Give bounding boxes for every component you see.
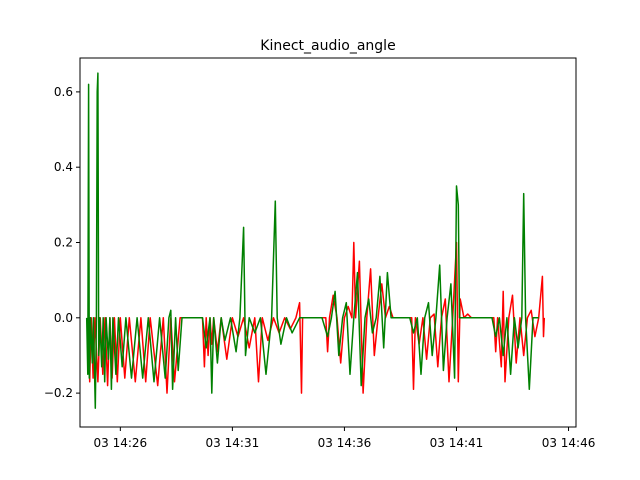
series-line-red	[87, 241, 546, 394]
y-tick-label: 0.0	[54, 311, 73, 325]
y-tick-label: 0.4	[54, 160, 73, 174]
y-tick-label: 0.6	[54, 85, 73, 99]
x-axis: 03 14:26 03 14:31 03 14:36 03 14:41 03 14:46	[94, 427, 596, 450]
chart-title: Kinect_audio_angle	[260, 38, 395, 54]
series-layer	[85, 72, 546, 409]
y-axis: −0.2 0.0 0.2 0.4 0.6	[44, 85, 80, 400]
series-line-green	[85, 72, 539, 409]
x-tick-label: 03 14:46	[542, 436, 596, 450]
x-tick-label: 03 14:41	[430, 436, 484, 450]
y-tick-label: −0.2	[44, 386, 73, 400]
x-tick-label: 03 14:26	[94, 436, 148, 450]
x-tick-label: 03 14:31	[206, 436, 260, 450]
y-tick-label: 0.2	[54, 236, 73, 250]
x-tick-label: 03 14:36	[318, 436, 372, 450]
